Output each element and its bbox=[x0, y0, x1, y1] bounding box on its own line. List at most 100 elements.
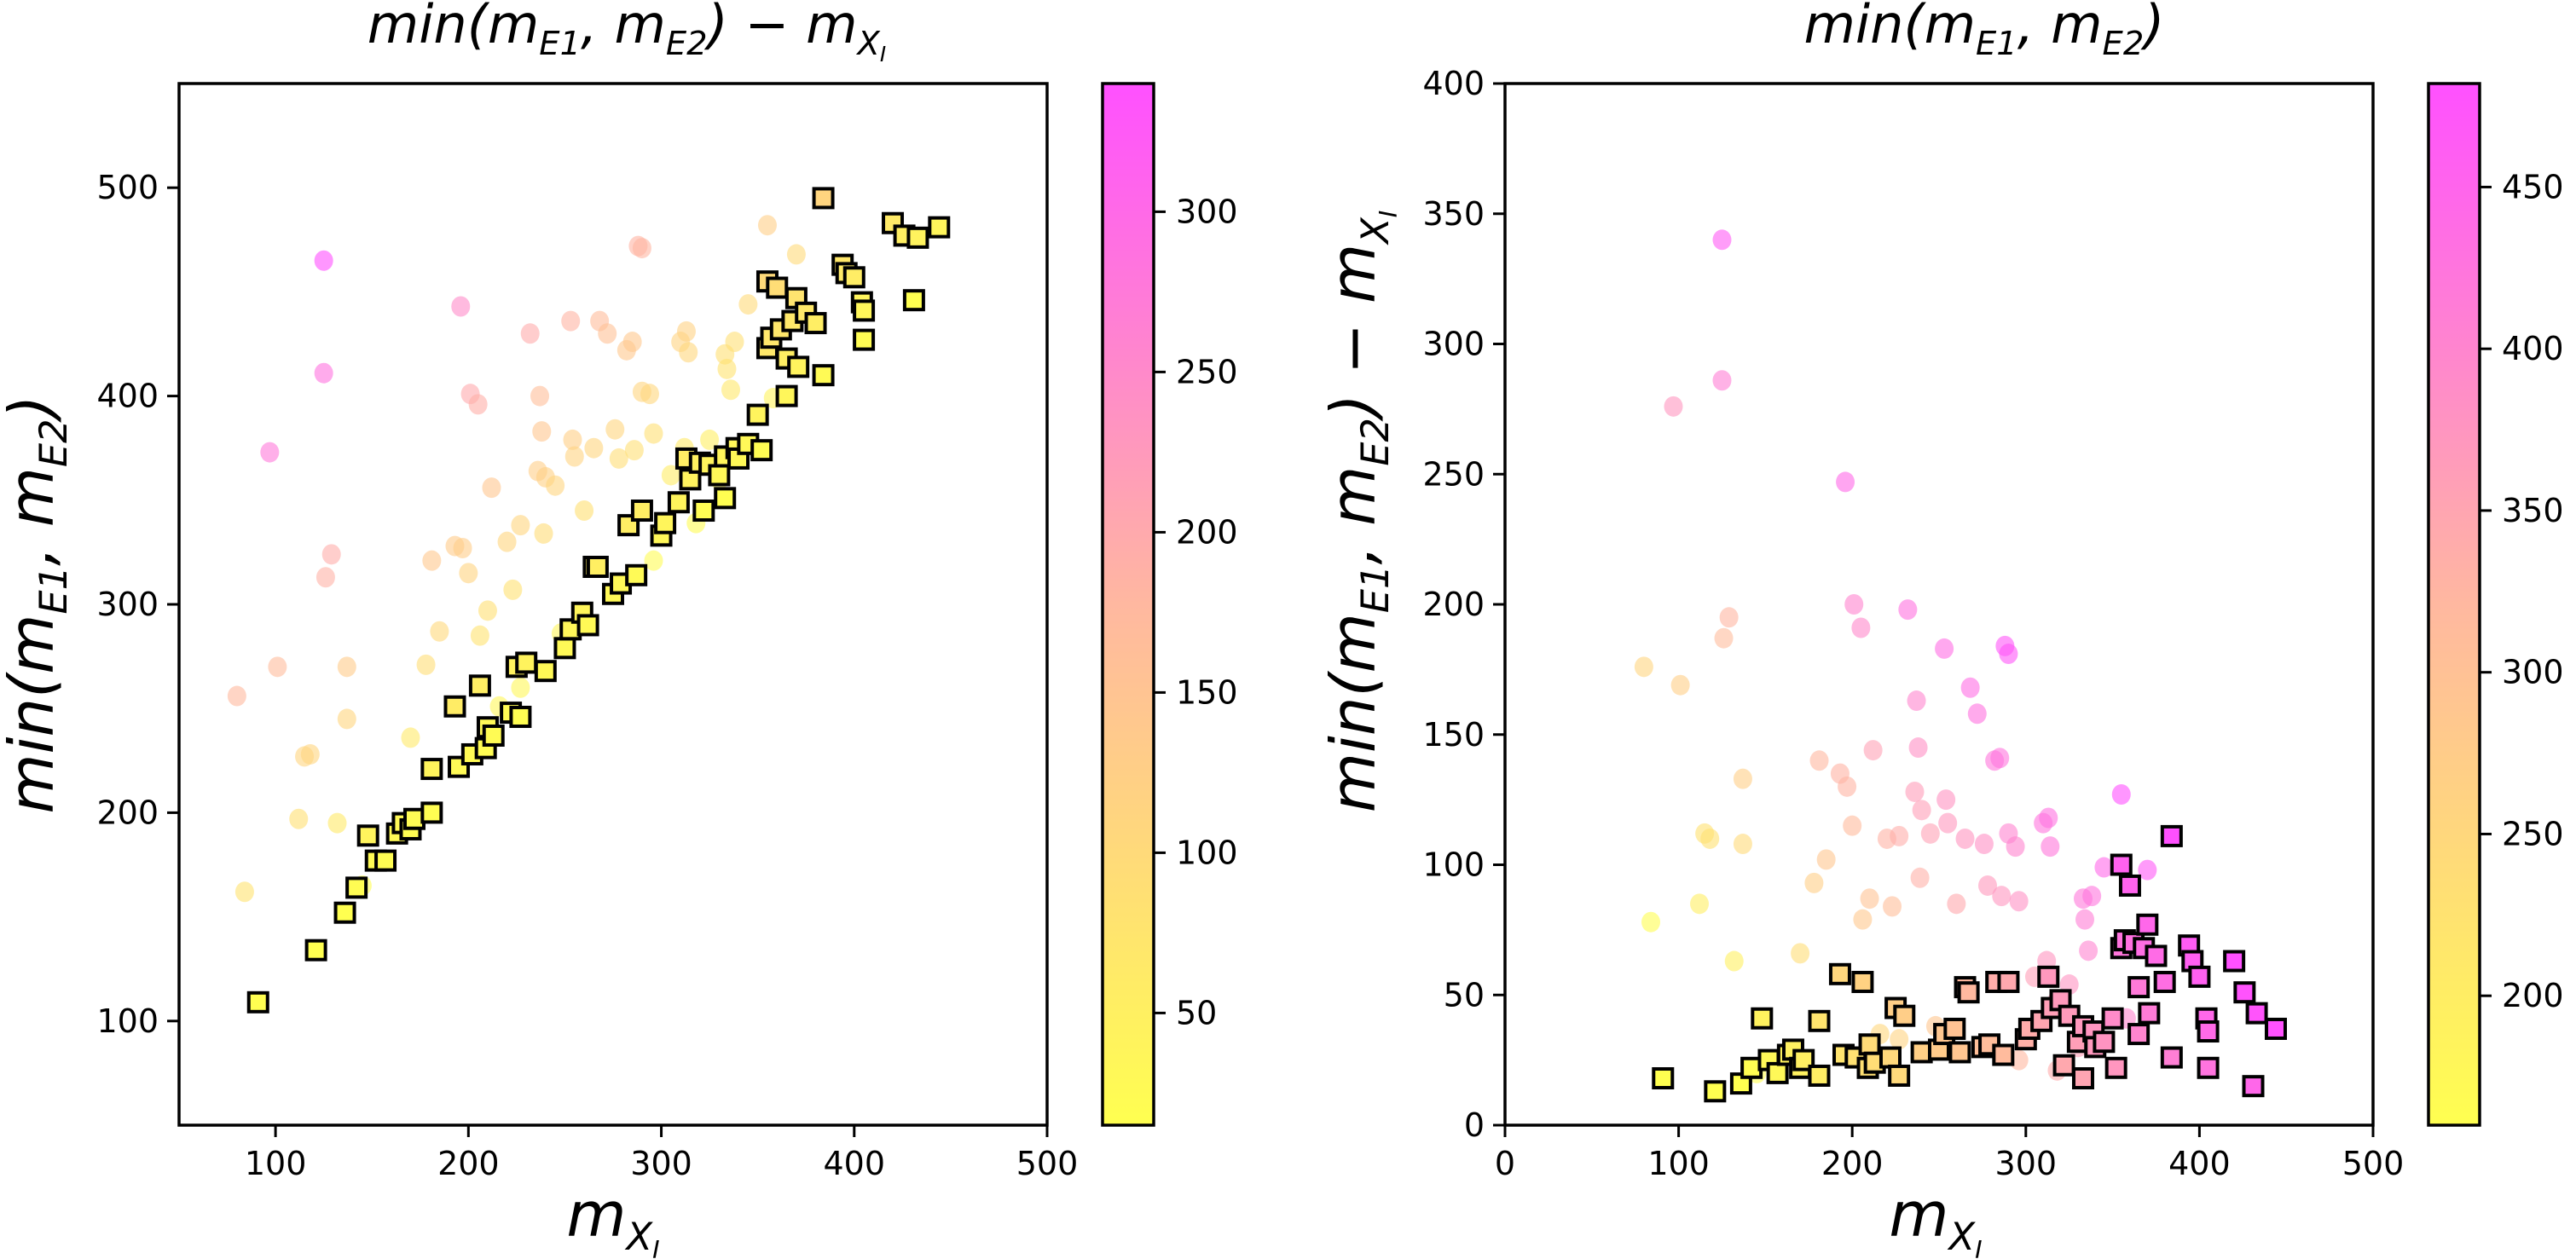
scatter-point-circle bbox=[1851, 617, 1871, 638]
y-tick-label: 250 bbox=[1422, 455, 1485, 493]
scatter-point-square bbox=[2138, 1002, 2161, 1025]
right-x-ticks: 0 100 200 300 400 500 bbox=[1495, 1125, 2404, 1182]
scatter-point-circle bbox=[1999, 644, 2018, 665]
scatter-point-circle bbox=[337, 656, 356, 678]
scatter-point-circle bbox=[1641, 911, 1661, 933]
scatter-point-circle bbox=[470, 625, 489, 646]
y-tick-label: 150 bbox=[1422, 716, 1485, 754]
scatter-point-square bbox=[1893, 1004, 1916, 1027]
scatter-point-circle bbox=[1700, 828, 1720, 849]
scatter-point-square bbox=[246, 990, 269, 1014]
x-tick-label: 500 bbox=[1016, 1145, 1079, 1182]
scatter-point-circle bbox=[563, 429, 582, 450]
x-tick-label: 400 bbox=[2168, 1145, 2231, 1182]
scatter-point-circle bbox=[632, 238, 651, 259]
scatter-point-square bbox=[2197, 1020, 2220, 1043]
scatter-point-circle bbox=[314, 250, 333, 271]
colorbar-tick-label: 100 bbox=[1176, 834, 1238, 871]
scatter-point-square bbox=[1704, 1080, 1727, 1103]
left-y-ticks: 100 200 300 400 500 bbox=[96, 169, 179, 1040]
scatter-point-circle bbox=[2075, 909, 2095, 930]
left-colorbar bbox=[1101, 82, 1155, 1127]
scatter-point-circle bbox=[1714, 627, 1734, 649]
scatter-point-circle bbox=[315, 567, 335, 588]
x-tick-label: 500 bbox=[2342, 1145, 2405, 1182]
scatter-point-square bbox=[630, 500, 653, 523]
scatter-point-circle bbox=[609, 448, 628, 469]
y-tick-label: 400 bbox=[96, 378, 159, 415]
scatter-point-square bbox=[2145, 944, 2168, 967]
scatter-point-circle bbox=[700, 429, 720, 450]
scatter-point-circle bbox=[1908, 737, 1928, 759]
scatter-point-circle bbox=[1816, 849, 1836, 870]
left-y-label: min(mE1, mE2) bbox=[0, 395, 76, 813]
colorbar-tick-label: 400 bbox=[2502, 330, 2564, 367]
scatter-point-square bbox=[2245, 1002, 2268, 1025]
y-tick-label: 400 bbox=[1422, 65, 1485, 102]
scatter-point-circle bbox=[1960, 677, 1980, 698]
scatter-point-square bbox=[766, 276, 789, 299]
scatter-point-square bbox=[1851, 970, 1874, 993]
scatter-point-square bbox=[586, 556, 609, 579]
colorbar-tick-label: 450 bbox=[2502, 168, 2564, 205]
scatter-point-circle bbox=[644, 423, 663, 444]
scatter-point-square bbox=[2118, 874, 2141, 897]
scatter-point-square bbox=[842, 266, 865, 289]
scatter-point-circle bbox=[1912, 800, 1931, 821]
scatter-point-circle bbox=[676, 321, 696, 342]
scatter-point-circle bbox=[1936, 789, 1956, 811]
scatter-point-circle bbox=[1978, 875, 1998, 896]
scatter-point-circle bbox=[468, 394, 488, 415]
scatter-point-square bbox=[2052, 1054, 2075, 1077]
scatter-point-circle bbox=[640, 384, 659, 405]
scatter-point-circle bbox=[1938, 812, 1958, 834]
scatter-point-square bbox=[853, 328, 876, 351]
scatter-point-circle bbox=[1664, 396, 1683, 417]
scatter-point-square bbox=[333, 901, 356, 924]
scatter-point-circle bbox=[2094, 857, 2114, 878]
scatter-point-circle bbox=[314, 362, 333, 384]
scatter-point-square bbox=[468, 674, 491, 697]
x-tick-label: 100 bbox=[1647, 1145, 1710, 1182]
scatter-point-square bbox=[1828, 962, 1851, 985]
y-tick-label: 500 bbox=[96, 169, 159, 206]
scatter-point-circle bbox=[1724, 950, 1744, 972]
y-tick-label: 50 bbox=[1444, 976, 1485, 1014]
scatter-point-square bbox=[692, 500, 715, 523]
scatter-point-circle bbox=[1863, 740, 1883, 761]
x-tick-label: 0 bbox=[1495, 1145, 1515, 1182]
scatter-point-circle bbox=[1791, 943, 1810, 964]
scatter-point-square bbox=[812, 187, 835, 210]
scatter-point-circle bbox=[2138, 859, 2157, 881]
scatter-point-circle bbox=[1733, 834, 1752, 855]
scatter-point-circle bbox=[530, 385, 550, 407]
y-tick-label: 100 bbox=[1422, 846, 1485, 884]
scatter-point-circle bbox=[2111, 784, 2131, 806]
scatter-point-square bbox=[534, 660, 557, 683]
y-tick-label: 0 bbox=[1464, 1106, 1485, 1144]
scatter-point-circle bbox=[644, 550, 663, 571]
scatter-point-circle bbox=[1905, 781, 1925, 802]
scatter-point-circle bbox=[430, 621, 449, 642]
left-title: min(mE1, mE2) − mXI bbox=[368, 0, 886, 66]
scatter-point-circle bbox=[1920, 823, 1940, 844]
scatter-point-square bbox=[1943, 1017, 1966, 1040]
colorbar-tick-label: 300 bbox=[2502, 654, 2564, 691]
colorbar-tick-label: 200 bbox=[2502, 977, 2564, 1014]
x-tick-label: 200 bbox=[437, 1145, 500, 1182]
scatter-point-circle bbox=[2039, 807, 2058, 829]
scatter-point-square bbox=[750, 439, 773, 462]
x-tick-label: 300 bbox=[1995, 1145, 2058, 1182]
scatter-point-circle bbox=[1890, 1029, 1909, 1050]
y-tick-label: 350 bbox=[1422, 195, 1485, 233]
scatter-point-square bbox=[853, 299, 876, 322]
scatter-point-square bbox=[420, 801, 443, 824]
scatter-point-square bbox=[2223, 950, 2246, 973]
scatter-point-circle bbox=[605, 419, 625, 440]
right-colorbar bbox=[2427, 82, 2481, 1127]
scatter-point-square bbox=[2136, 913, 2159, 936]
y-tick-label: 300 bbox=[1422, 326, 1485, 363]
right-x-label: mXI bbox=[1889, 1179, 1982, 1259]
y-tick-label: 200 bbox=[96, 794, 159, 831]
